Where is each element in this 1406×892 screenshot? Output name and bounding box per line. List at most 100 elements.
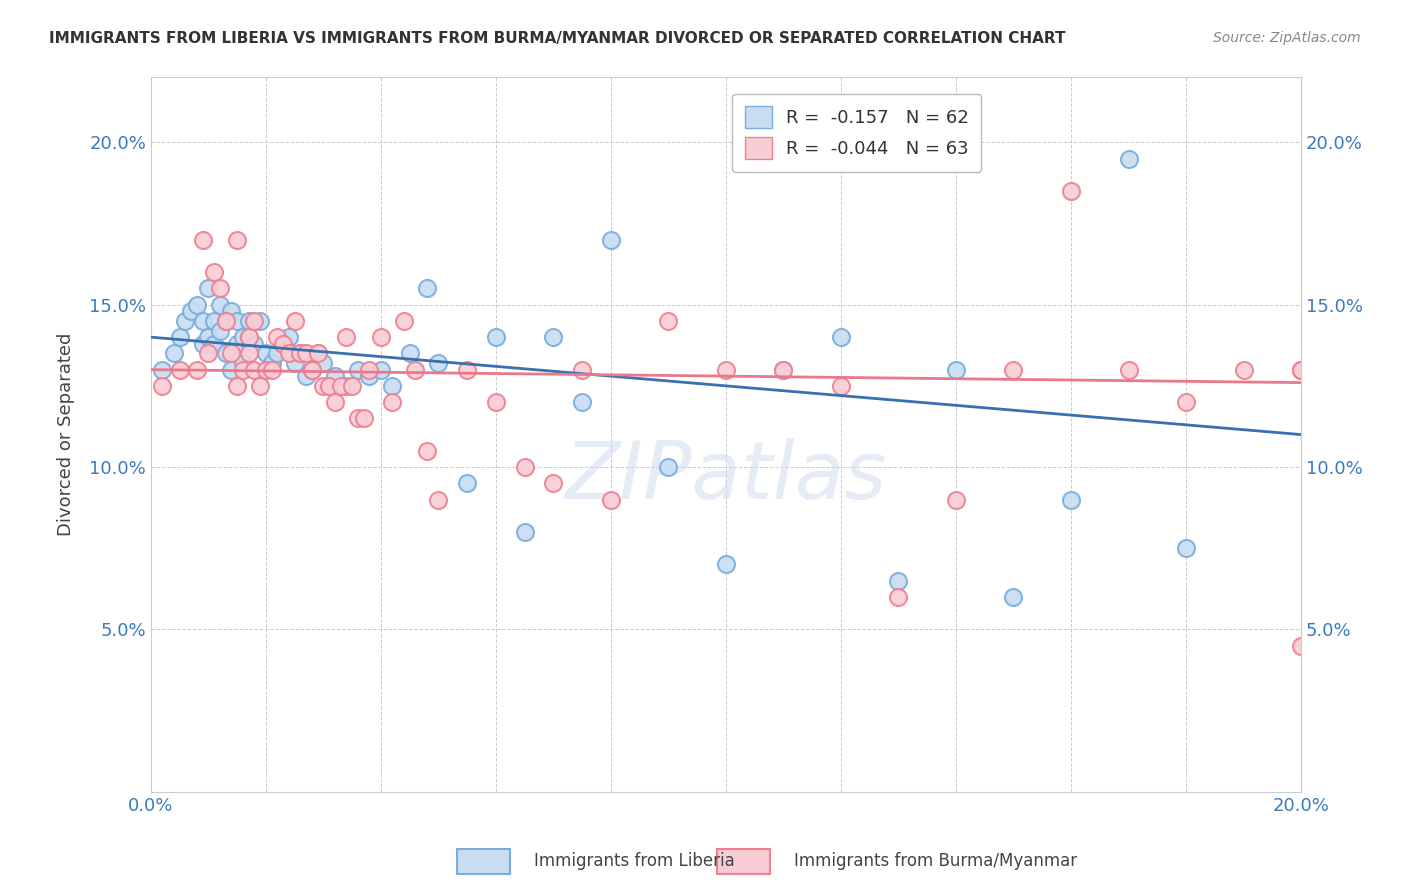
Point (312, 356, 335, 370)
Point (226, 379, 249, 393)
Text: ZIPatlas: ZIPatlas (565, 439, 887, 516)
Point (1232, 362, 1254, 376)
Point (353, 411, 375, 425)
Point (271, 336, 294, 351)
Point (456, 362, 478, 376)
Point (226, 314, 249, 328)
Point (318, 379, 340, 393)
Point (830, 330, 852, 344)
Point (381, 395, 404, 409)
Point (232, 330, 254, 344)
Point (887, 574, 910, 588)
Point (260, 356, 283, 370)
Text: Immigrants from Liberia: Immigrants from Liberia (534, 852, 735, 870)
Point (1118, 362, 1140, 376)
Point (221, 304, 243, 318)
Point (323, 395, 346, 409)
Point (301, 362, 323, 376)
Point (295, 346, 318, 360)
Point (1060, 492, 1083, 507)
Point (427, 356, 450, 370)
Point (323, 369, 346, 384)
Point (657, 314, 679, 328)
Point (243, 314, 266, 328)
Point (238, 346, 260, 360)
Point (238, 330, 260, 344)
Point (1289, 362, 1312, 376)
Point (202, 336, 225, 351)
Point (232, 356, 254, 370)
Point (830, 379, 852, 393)
Point (290, 346, 312, 360)
Point (1060, 184, 1083, 198)
Point (197, 281, 219, 295)
Point (485, 395, 508, 409)
Point (152, 379, 174, 393)
Text: Immigrants from Burma/Myanmar: Immigrants from Burma/Myanmar (794, 852, 1077, 870)
Point (221, 362, 243, 376)
Point (1002, 362, 1025, 376)
Point (456, 476, 478, 491)
Legend: R =  -0.157   N = 62, R =  -0.044   N = 63: R = -0.157 N = 62, R = -0.044 N = 63 (733, 94, 981, 172)
Point (174, 314, 197, 328)
Point (485, 330, 508, 344)
Point (543, 476, 565, 491)
Point (208, 281, 231, 295)
Point (249, 314, 271, 328)
Point (243, 336, 266, 351)
Point (186, 298, 208, 312)
Point (772, 362, 794, 376)
Point (945, 492, 967, 507)
Point (295, 369, 318, 384)
Point (180, 304, 202, 318)
Point (191, 233, 214, 247)
Point (186, 362, 208, 376)
Point (887, 590, 910, 604)
Text: Source: ZipAtlas.com: Source: ZipAtlas.com (1213, 31, 1361, 45)
Point (359, 369, 381, 384)
Point (513, 524, 536, 539)
Point (260, 362, 283, 376)
Point (163, 346, 186, 360)
Point (398, 346, 420, 360)
Point (197, 330, 219, 344)
Point (335, 330, 357, 344)
Point (370, 362, 392, 376)
Point (359, 362, 381, 376)
Point (1289, 639, 1312, 653)
Point (1175, 541, 1198, 556)
Point (571, 362, 593, 376)
Point (392, 314, 415, 328)
Point (221, 346, 243, 360)
Point (301, 362, 323, 376)
Point (226, 233, 249, 247)
Point (1289, 362, 1312, 376)
Point (571, 395, 593, 409)
Point (226, 336, 249, 351)
Point (208, 298, 231, 312)
Point (266, 330, 288, 344)
Point (191, 314, 214, 328)
Point (266, 346, 288, 360)
Point (543, 330, 565, 344)
Point (307, 346, 329, 360)
Point (278, 346, 301, 360)
Point (513, 460, 536, 475)
Point (600, 233, 623, 247)
Point (416, 281, 439, 295)
Point (1002, 590, 1025, 604)
Point (197, 346, 219, 360)
Point (215, 346, 238, 360)
Point (427, 492, 450, 507)
Point (215, 314, 238, 328)
Point (284, 314, 307, 328)
Point (381, 379, 404, 393)
Point (232, 362, 254, 376)
Point (370, 330, 392, 344)
Point (714, 362, 737, 376)
Point (278, 330, 301, 344)
Point (215, 314, 238, 328)
Point (1118, 152, 1140, 166)
Point (254, 346, 277, 360)
Point (404, 362, 426, 376)
